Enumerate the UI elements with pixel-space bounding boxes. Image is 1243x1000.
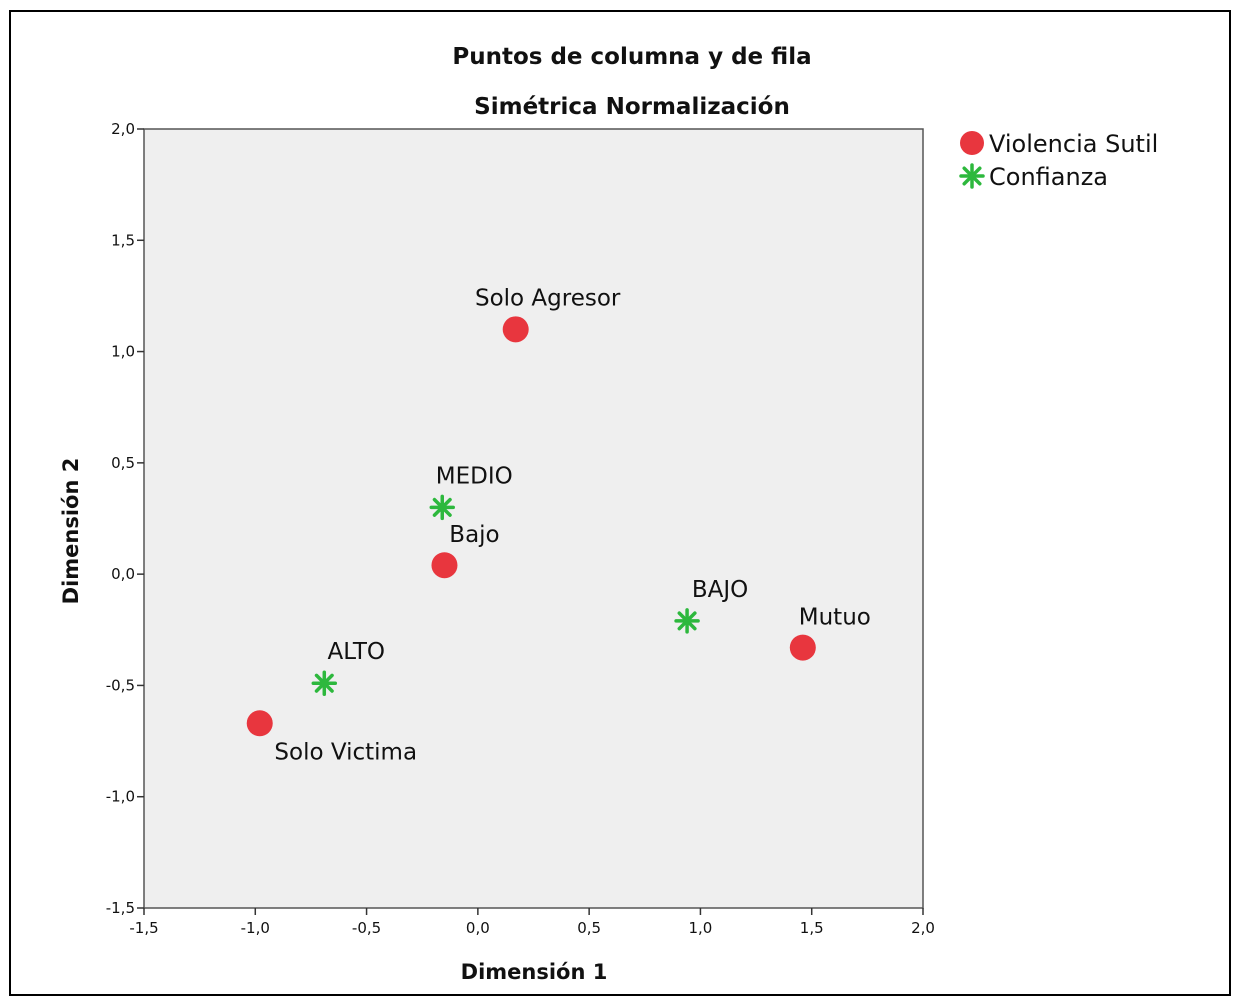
point-label: Solo Victima	[274, 739, 417, 765]
data-point-confianza	[674, 608, 700, 634]
x-tick-label: 0,0	[466, 919, 490, 937]
x-tick-label: 1,0	[688, 919, 712, 937]
chart-frame: Puntos de columna y de fila Simétrica No…	[9, 10, 1231, 996]
data-point-violencia	[431, 552, 458, 579]
x-tick-label: -1,0	[241, 919, 270, 937]
y-tick-label: 2,0	[111, 120, 135, 138]
point-label: Bajo	[449, 522, 499, 548]
chart-title: Puntos de columna y de fila	[452, 44, 811, 70]
y-tick-label: 0,0	[111, 565, 135, 583]
x-axis-title: Dimensión 1	[461, 960, 608, 984]
x-tick-label: 1,5	[800, 919, 824, 937]
data-point-confianza	[429, 494, 455, 521]
legend-marker-violencia	[960, 131, 984, 155]
y-tick-label: 1,0	[111, 343, 135, 361]
data-point-violencia	[789, 634, 816, 661]
point-label: Solo Agresor	[475, 285, 621, 311]
data-point-violencia	[246, 710, 273, 737]
plot-background	[143, 128, 924, 909]
point-label: BAJO	[692, 577, 748, 603]
legend: Violencia Sutil Confianza	[959, 130, 1158, 191]
y-tick-label: -1,0	[106, 788, 135, 806]
data-point-violencia	[502, 316, 529, 343]
y-axis-title: Dimensión 2	[59, 458, 83, 605]
y-tick-label: 0,5	[111, 454, 135, 472]
point-label: ALTO	[328, 639, 386, 665]
legend-label: Confianza	[989, 163, 1108, 191]
legend-label: Violencia Sutil	[989, 130, 1158, 158]
y-tick-label: 1,5	[111, 231, 135, 249]
point-label: MEDIO	[436, 463, 513, 489]
correspondence-plot: Puntos de columna y de fila Simétrica No…	[59, 44, 1158, 984]
x-tick-label: 2,0	[911, 919, 935, 937]
data-point-confianza	[311, 670, 338, 696]
y-tick-label: -1,5	[106, 899, 135, 917]
x-tick-label: 0,5	[577, 919, 601, 937]
y-tick-label: -0,5	[106, 676, 135, 694]
plot-area: -1,5 -1,0 -0,5 0,0 0,5 1,0 1,5 2,0 -1,5 -1,0 -0,5 0…	[106, 120, 935, 937]
x-tick-label: -0,5	[352, 919, 381, 937]
legend-marker-confianza	[959, 163, 985, 189]
point-label: Mutuo	[799, 605, 871, 631]
x-tick-label: -1,5	[129, 919, 158, 937]
chart-subtitle: Simétrica Normalización	[474, 94, 790, 120]
